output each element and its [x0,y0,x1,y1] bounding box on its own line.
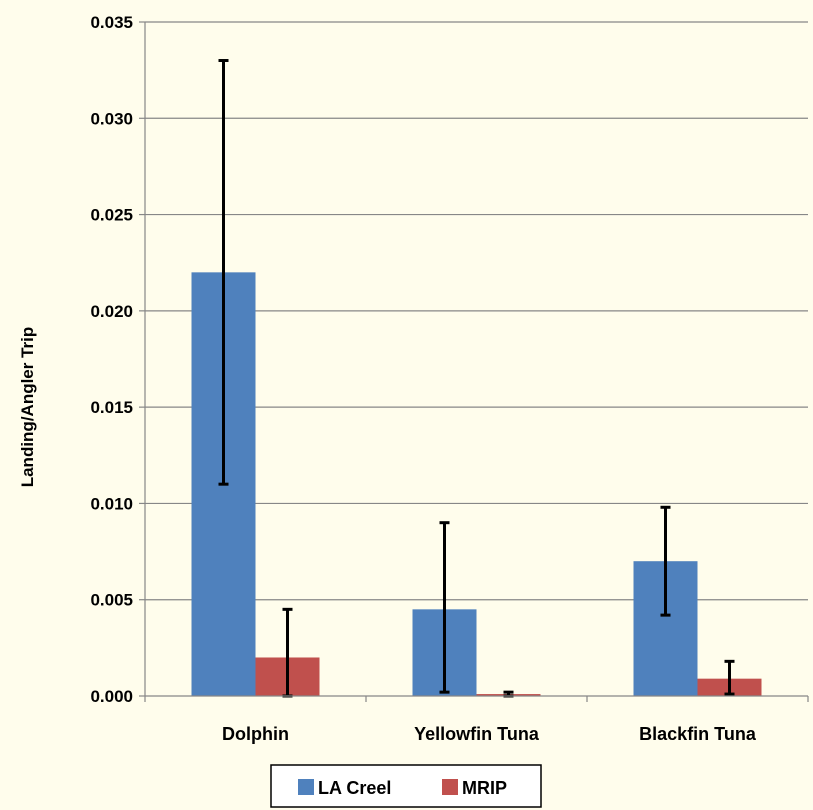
legend-box [270,764,542,808]
legend-swatch [298,779,314,795]
axes: 0.000 0.005 0.010 0.015 0.020 0.025 0.030 0.035… [90,13,809,744]
y-tick-label: 0.010 [90,494,133,513]
y-tick-label: 0.000 [90,687,133,706]
x-category-label: Yellowfin Tuna [414,724,540,744]
y-tick-label: 0.005 [90,591,133,610]
legend-swatch [442,779,458,795]
y-tick-label: 0.025 [90,206,133,225]
x-category-label: Dolphin [222,724,289,744]
bars [191,272,762,696]
legend-label: MRIP [462,778,507,798]
error-bars [218,59,735,698]
x-category-label: Blackfin Tuna [639,724,757,744]
legend-label: LA Creel [318,778,391,798]
y-axis-title: Landing/Angler Trip [18,327,37,488]
y-tick-label: 0.020 [90,302,133,321]
y-tick-label: 0.015 [90,398,133,417]
legend: LA Creel MRIP [270,764,542,808]
y-tick-label: 0.030 [90,109,133,128]
y-tick-label: 0.035 [90,13,133,32]
